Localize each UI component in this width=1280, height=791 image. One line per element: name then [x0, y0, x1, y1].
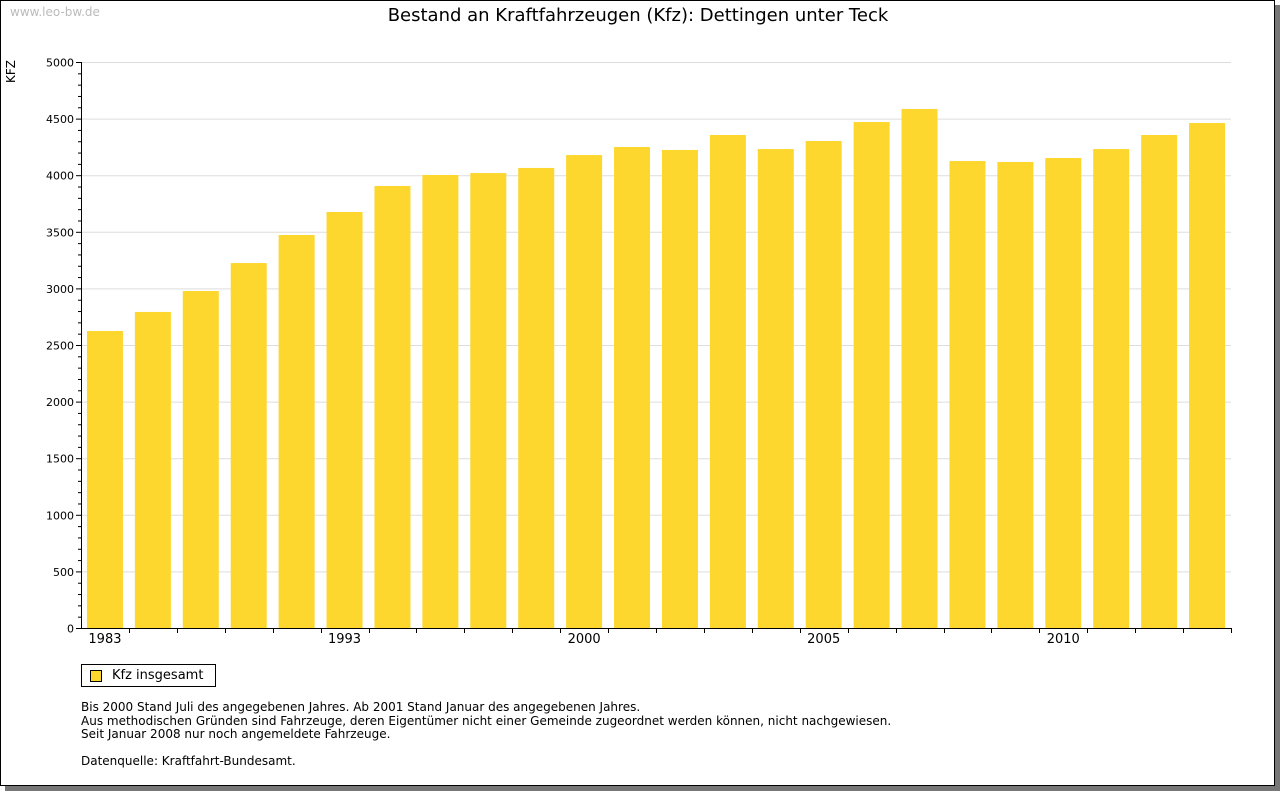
bar-1995	[374, 185, 411, 629]
bar-1998	[470, 173, 507, 628]
x-tick-label: 1983	[88, 632, 121, 647]
chart-title: Bestand an Kraftfahrzeugen (Kfz): Dettin…	[387, 5, 889, 26]
footnotes: Bis 2000 Stand Juli des angegebenen Jahr…	[81, 700, 892, 769]
bar-2013	[1189, 123, 1226, 628]
y-tick-label: 3000	[46, 283, 74, 296]
note: Bis 2000 Stand Juli des angegebenen Jahr…	[81, 700, 641, 714]
y-tick-label: 0	[67, 623, 74, 636]
y-tick-label: 1500	[46, 453, 74, 466]
note: Seit Januar 2008 nur noch angemeldete Fa…	[81, 727, 391, 741]
bar-2002	[661, 149, 698, 628]
note	[81, 742, 891, 756]
bar-2010	[1045, 157, 1082, 629]
y-tick-label: 2000	[46, 396, 74, 409]
legend-swatch	[90, 669, 102, 682]
y-tick-label: 500	[53, 566, 74, 579]
legend-label: Kfz insgesamt	[112, 668, 204, 683]
x-tick-label: 2000	[568, 632, 601, 647]
y-tick-label: 3500	[46, 226, 74, 239]
bar-2012	[1141, 135, 1178, 628]
y-tick-label: 4500	[46, 113, 74, 126]
note: Aus methodischen Gründen sind Fahrzeuge,…	[81, 713, 892, 728]
bar-1993	[326, 211, 363, 629]
bar-2011	[1093, 149, 1130, 629]
bar-2005	[805, 141, 842, 628]
bar-2006	[853, 121, 890, 628]
bar-2004	[757, 149, 794, 629]
bar-1989	[230, 263, 267, 628]
bar-1985	[134, 311, 171, 628]
bar-1999	[518, 167, 555, 628]
note: Datenquelle: Kraftfahrt-Bundesamt.	[81, 754, 296, 768]
bar-2008	[949, 161, 986, 629]
bar-1987	[182, 291, 219, 628]
bar-2009	[997, 161, 1034, 628]
bar-2007	[901, 108, 938, 628]
legend: Kfz insgesamt	[81, 664, 217, 687]
x-tick-label: 1993	[328, 632, 361, 647]
plot-area: 0 500 1000 1500 2000 2500 3000 3500 4000 4500 5000…	[46, 57, 1232, 647]
bar-2000	[566, 155, 603, 628]
bar-1983	[86, 330, 123, 628]
bar-1991	[278, 234, 315, 628]
y-tick-label: 4000	[46, 170, 74, 183]
x-tick-label: 2005	[807, 632, 840, 647]
y-tick-label: 2500	[46, 340, 74, 353]
bar-2003	[709, 135, 746, 628]
bar-1997	[422, 174, 459, 628]
y-tick-label: 1000	[46, 509, 74, 522]
watermark: www.leo-bw.de	[10, 5, 100, 19]
bar-2001	[614, 147, 651, 629]
y-tick-label: 5000	[46, 57, 74, 70]
x-tick-label: 2010	[1047, 632, 1080, 647]
